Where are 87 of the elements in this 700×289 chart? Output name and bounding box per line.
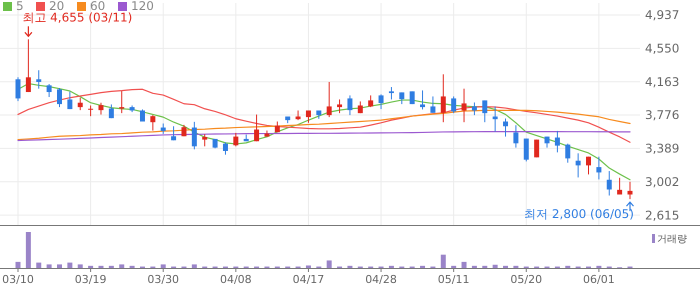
candlestick — [326, 81, 332, 118]
candlestick — [150, 114, 156, 132]
y-tick-label: 4,937 — [645, 8, 680, 22]
y-tick-label: 3,776 — [645, 108, 680, 122]
candlestick — [430, 96, 436, 114]
bar — [26, 232, 31, 268]
candlestick — [492, 106, 498, 132]
candlestick — [46, 84, 52, 98]
candlestick — [368, 94, 374, 108]
annotation: 최저 2,800 (06/05) — [524, 207, 634, 222]
candlestick — [586, 156, 592, 175]
y-tick-label: 3,389 — [645, 142, 680, 156]
candlestick — [617, 177, 622, 195]
candlestick — [88, 104, 94, 117]
y-tick-label: 3,002 — [645, 174, 680, 189]
candlestick — [378, 94, 384, 110]
bar — [462, 262, 467, 268]
candlestick — [16, 76, 20, 102]
candlestick — [78, 97, 83, 111]
bar — [46, 264, 52, 268]
x-tick-label: 04/08 — [220, 273, 252, 286]
bar — [56, 264, 62, 268]
candlestick — [98, 102, 104, 116]
candlestick — [233, 132, 238, 147]
x-tick-label: 04/17 — [292, 273, 324, 286]
x-tick-label: 03/19 — [74, 273, 106, 286]
candlestick — [56, 87, 62, 108]
candlestick — [140, 108, 145, 122]
x-tick-label: 06/01 — [583, 273, 615, 286]
candlestick — [337, 98, 342, 114]
legend-label: 120 — [131, 0, 154, 13]
candlestick — [26, 38, 31, 93]
x-tick-label: 03/10 — [2, 273, 34, 286]
candlestick — [482, 100, 488, 123]
legend-label: 60 — [90, 0, 106, 13]
candlestick — [534, 139, 540, 158]
candlestick — [296, 110, 301, 121]
bar — [160, 264, 166, 268]
x-tick-label: 04/28 — [365, 273, 397, 286]
candlestick — [440, 74, 446, 123]
candlestick — [420, 90, 426, 110]
candlestick — [36, 70, 42, 90]
candlestick — [67, 91, 72, 110]
legend-label: 거래량 — [657, 234, 687, 245]
candlestick — [576, 152, 581, 178]
bar — [306, 265, 311, 268]
candlestick — [596, 156, 602, 180]
candlestick — [513, 124, 518, 148]
candlestick — [347, 94, 352, 116]
candlestick — [451, 96, 456, 114]
bar — [67, 262, 72, 268]
bar — [119, 264, 124, 268]
x-tick-label: 03/30 — [147, 273, 180, 286]
line-series — [17, 88, 631, 143]
bar — [192, 264, 197, 268]
bar — [440, 254, 446, 268]
candlestick — [171, 126, 176, 141]
x-tick-label: 05/20 — [510, 273, 542, 286]
candlestick — [108, 104, 114, 119]
candlestick — [202, 134, 208, 147]
candlestick — [606, 170, 612, 196]
candlestick — [192, 121, 197, 150]
y-tick-label: 2,615 — [645, 208, 680, 222]
candlestick — [565, 143, 570, 164]
y-tick-label: 4,163 — [645, 74, 680, 89]
candlestick — [254, 114, 260, 142]
candlestick — [524, 138, 529, 162]
x-tick-label: 05/11 — [438, 273, 470, 286]
bar — [78, 264, 83, 268]
candlestick — [544, 136, 550, 148]
candlestick — [222, 142, 228, 156]
candlestick — [160, 122, 166, 134]
legend-label: 20 — [49, 0, 64, 13]
bar — [326, 260, 332, 268]
candlestick — [554, 130, 560, 153]
candlestick — [472, 102, 477, 116]
candlestick — [119, 90, 124, 114]
bar — [16, 262, 20, 268]
candlestick — [503, 118, 508, 138]
y-tick-label: 4,550 — [645, 42, 680, 56]
legend-label: 5 — [16, 0, 24, 13]
bar — [492, 264, 498, 268]
candlestick — [306, 110, 311, 124]
annotation: 최고 4,655 (03/11) — [22, 10, 132, 24]
candlestick — [462, 88, 467, 123]
candlestick — [628, 181, 632, 200]
bar — [36, 262, 42, 268]
